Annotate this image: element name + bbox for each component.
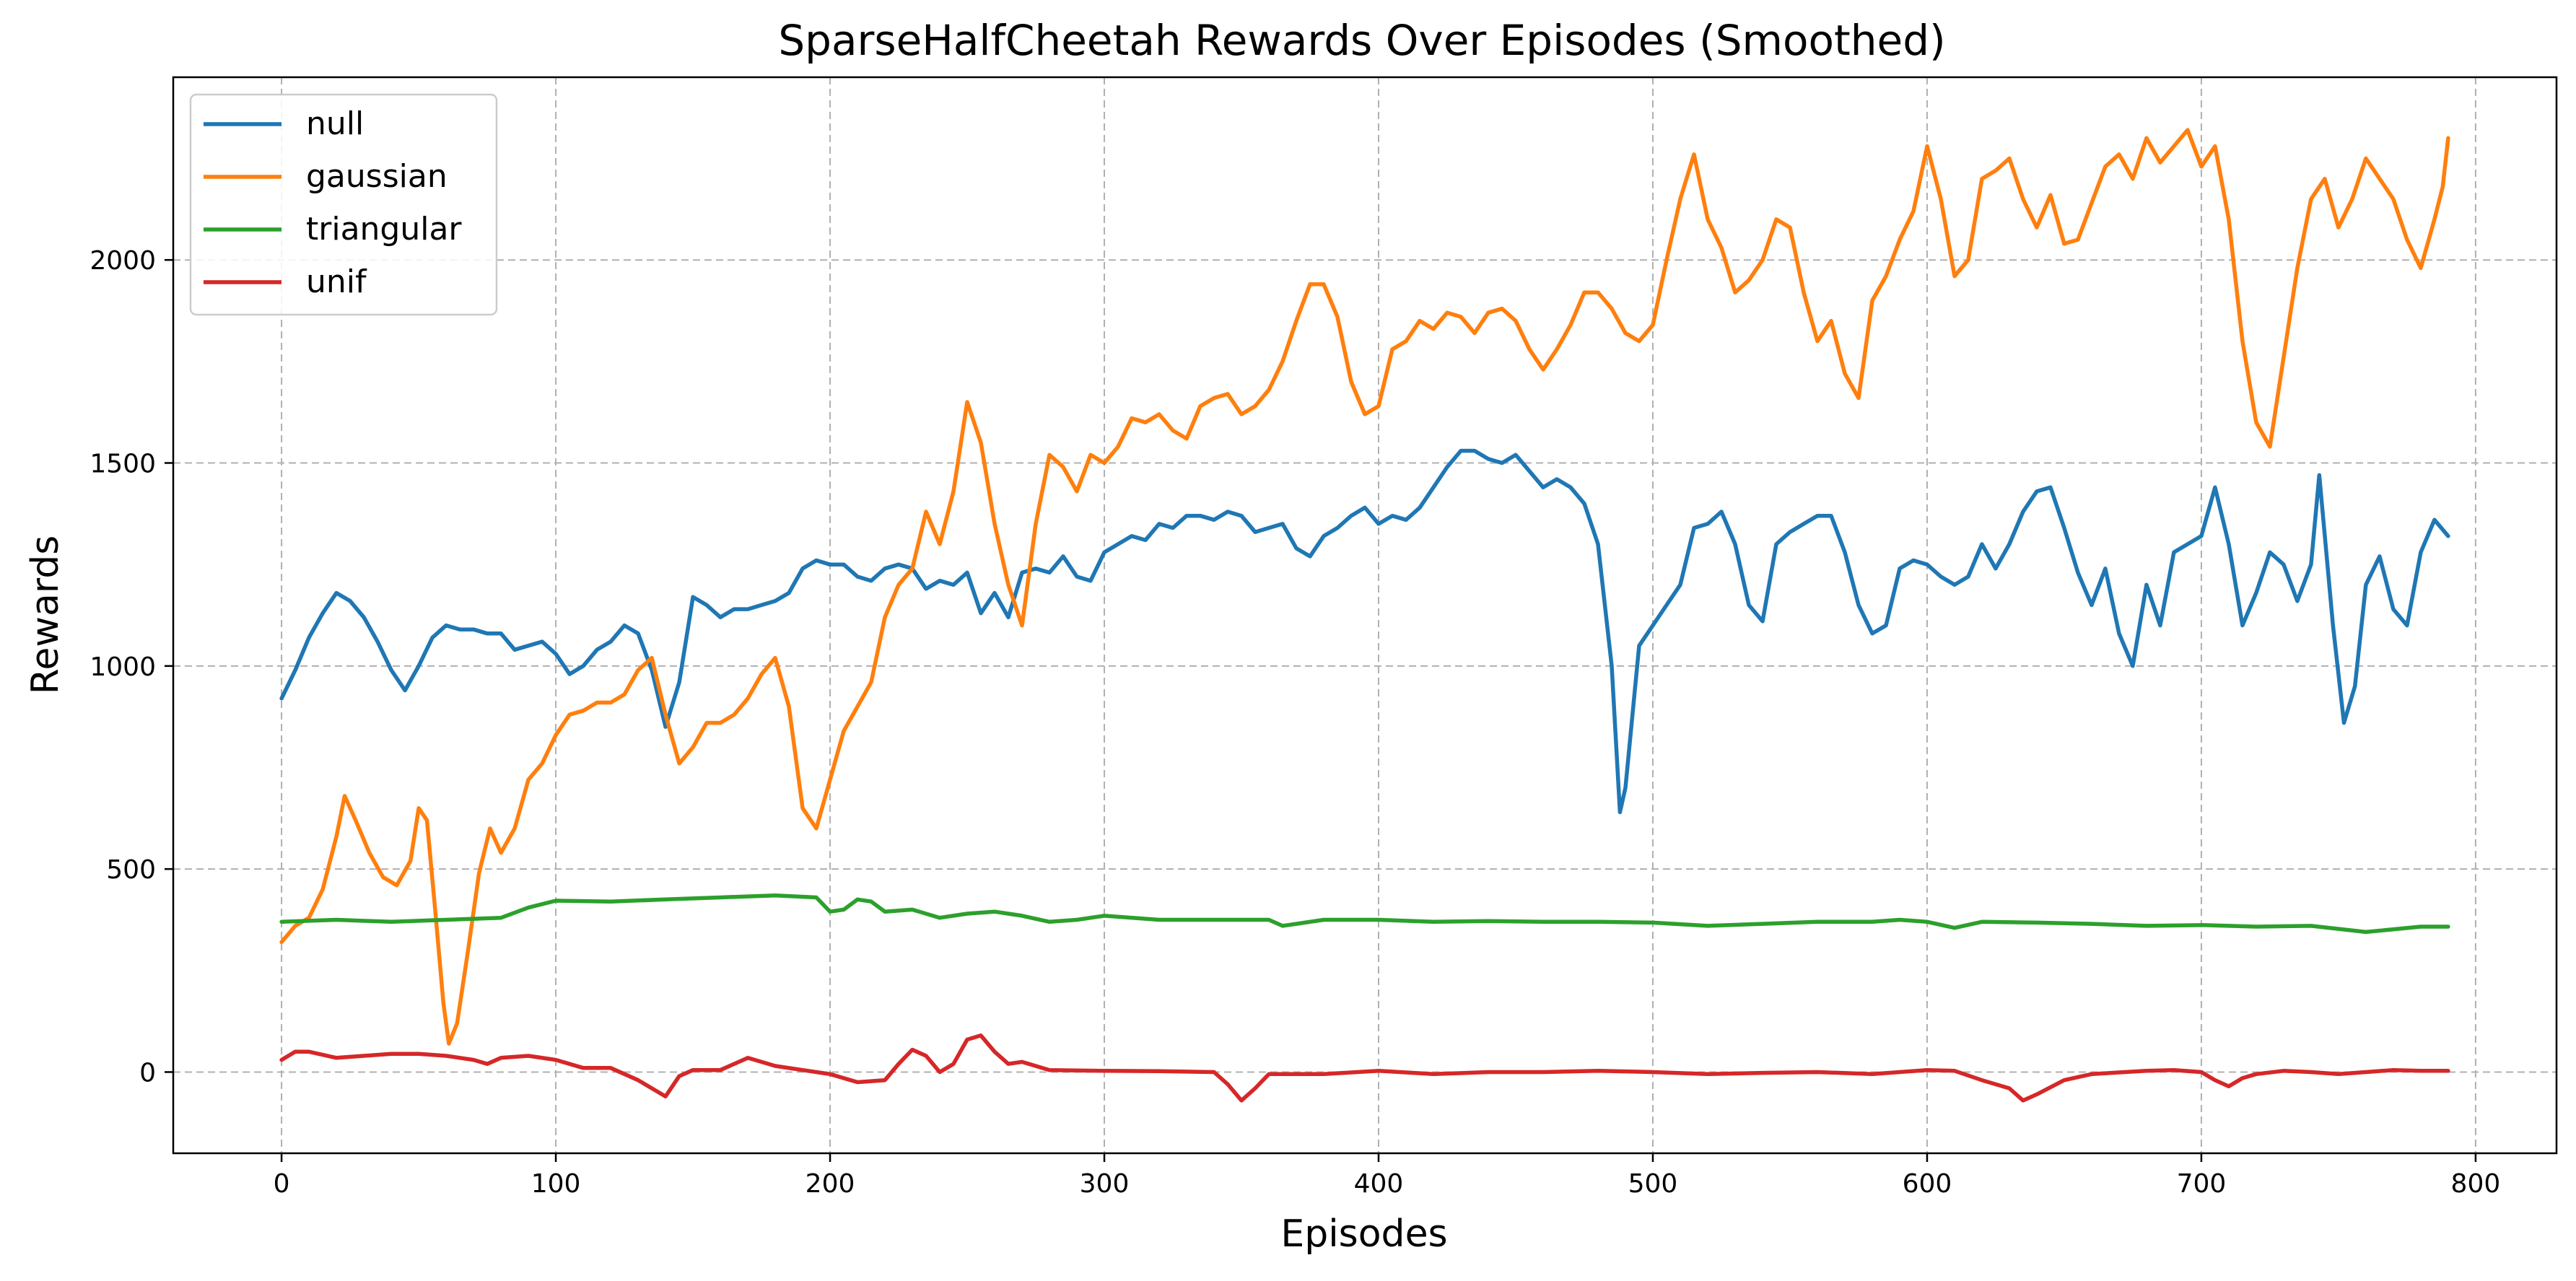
legend-label-null: null (306, 105, 364, 142)
y-tick-label: 1000 (89, 652, 156, 682)
legend-label-unif: unif (306, 263, 367, 300)
y-tick-label: 0 (139, 1058, 156, 1088)
y-tick-label: 2000 (89, 246, 156, 276)
y-tick-label: 500 (106, 855, 156, 885)
x-tick-label: 600 (1903, 1169, 1952, 1199)
x-axis-label: Episodes (1280, 1212, 1447, 1256)
legend-label-triangular: triangular (306, 211, 462, 248)
x-tick-label: 100 (531, 1169, 581, 1199)
grid-lines (173, 77, 2557, 1153)
y-tick-label: 1500 (89, 450, 156, 479)
x-tick-label: 0 (274, 1169, 290, 1199)
x-tick-label: 200 (805, 1169, 855, 1199)
x-tick-label: 800 (2451, 1169, 2501, 1199)
chart-title: SparseHalfCheetah Rewards Over Episodes … (778, 16, 1945, 65)
legend-entries: null gaussian triangular unif (204, 105, 462, 300)
plot-area-frame (172, 76, 2558, 1155)
axis-ticks: 0 100 200 300 400 500 600 700 800 0 500 1000 1500 200… (89, 246, 2500, 1199)
series-line-null (279, 448, 2450, 815)
x-tick-label: 400 (1354, 1169, 1404, 1199)
series-line-triangular (279, 893, 2450, 935)
legend: null gaussian triangular unif (189, 93, 498, 316)
series-line-gaussian (279, 128, 2450, 1046)
x-tick-label: 700 (2177, 1169, 2227, 1199)
y-axis-label: Rewards (24, 535, 67, 695)
x-tick-label: 300 (1080, 1169, 1130, 1199)
x-tick-label: 500 (1628, 1169, 1678, 1199)
legend-label-gaussian: gaussian (306, 158, 447, 195)
series-lines (279, 128, 2450, 1103)
series-line-unif (279, 1033, 2450, 1103)
legend-box (189, 93, 498, 316)
